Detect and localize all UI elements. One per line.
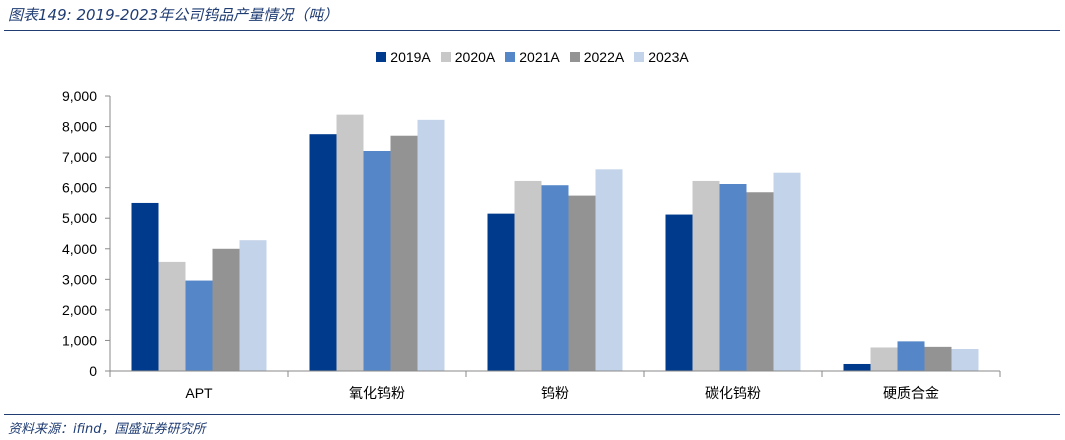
bar xyxy=(692,180,720,371)
legend-label: 2022A xyxy=(583,49,625,65)
y-tick-label: 2,000 xyxy=(62,302,97,318)
bar xyxy=(239,240,267,371)
bar xyxy=(131,202,159,371)
y-tick-label: 8,000 xyxy=(62,119,97,135)
x-tick-label: APT xyxy=(185,385,213,401)
bar xyxy=(185,280,213,371)
bar xyxy=(363,151,391,371)
legend-item: 2022A xyxy=(569,49,625,65)
legend-label: 2020A xyxy=(454,49,496,65)
legend-item: 2021A xyxy=(505,49,560,65)
x-tick-label: 碳化钨粉 xyxy=(705,385,761,401)
bar xyxy=(665,214,693,371)
x-tick-label: 硬质合金 xyxy=(883,385,939,401)
bar xyxy=(568,195,596,371)
y-tick-label: 1,000 xyxy=(62,332,97,348)
legend-swatch xyxy=(505,52,516,62)
bar xyxy=(309,134,337,371)
bar xyxy=(390,135,418,371)
legend-item: 2019A xyxy=(376,49,431,65)
legend-swatch xyxy=(440,52,451,62)
legend-label: 2021A xyxy=(519,49,560,65)
bar xyxy=(417,119,445,371)
y-tick-label: 6,000 xyxy=(62,180,97,196)
bar xyxy=(595,169,623,371)
title-divider xyxy=(4,30,1060,31)
legend-item: 2023A xyxy=(634,49,689,65)
figure-title: 图表149: 2019-2023年公司钨品产量情况（吨） xyxy=(8,6,339,24)
source-divider xyxy=(4,414,1060,415)
bar xyxy=(514,180,542,371)
y-tick-label: 5,000 xyxy=(62,210,97,226)
x-tick-label: 钨粉 xyxy=(541,385,569,401)
bar xyxy=(212,248,240,371)
y-tick-label: 7,000 xyxy=(62,149,97,165)
y-tick-label: 3,000 xyxy=(62,271,97,287)
x-tick-label: 氧化钨粉 xyxy=(349,385,405,401)
legend-swatch xyxy=(569,52,580,62)
bar xyxy=(924,346,952,371)
legend-swatch xyxy=(376,52,387,62)
y-tick-label: 0 xyxy=(89,363,97,379)
chart-legend: 2019A 2020A 2021A 2022A 2023A xyxy=(0,49,1065,65)
bar xyxy=(336,114,364,371)
bar xyxy=(487,213,515,371)
y-tick-label: 4,000 xyxy=(62,241,97,257)
bar xyxy=(951,349,979,371)
bar xyxy=(870,347,898,371)
figure-source: 资料来源：ifind，国盛证券研究所 xyxy=(8,422,206,437)
legend-swatch xyxy=(634,52,645,62)
bar xyxy=(746,192,774,371)
bar xyxy=(719,184,747,371)
bar xyxy=(773,172,801,371)
legend-label: 2023A xyxy=(648,49,689,65)
legend-item: 2020A xyxy=(440,49,496,65)
bar xyxy=(158,261,186,371)
bar xyxy=(541,185,569,371)
legend-label: 2019A xyxy=(390,49,431,65)
bar xyxy=(897,341,925,371)
bar xyxy=(843,363,871,371)
y-tick-label: 9,000 xyxy=(62,88,97,104)
